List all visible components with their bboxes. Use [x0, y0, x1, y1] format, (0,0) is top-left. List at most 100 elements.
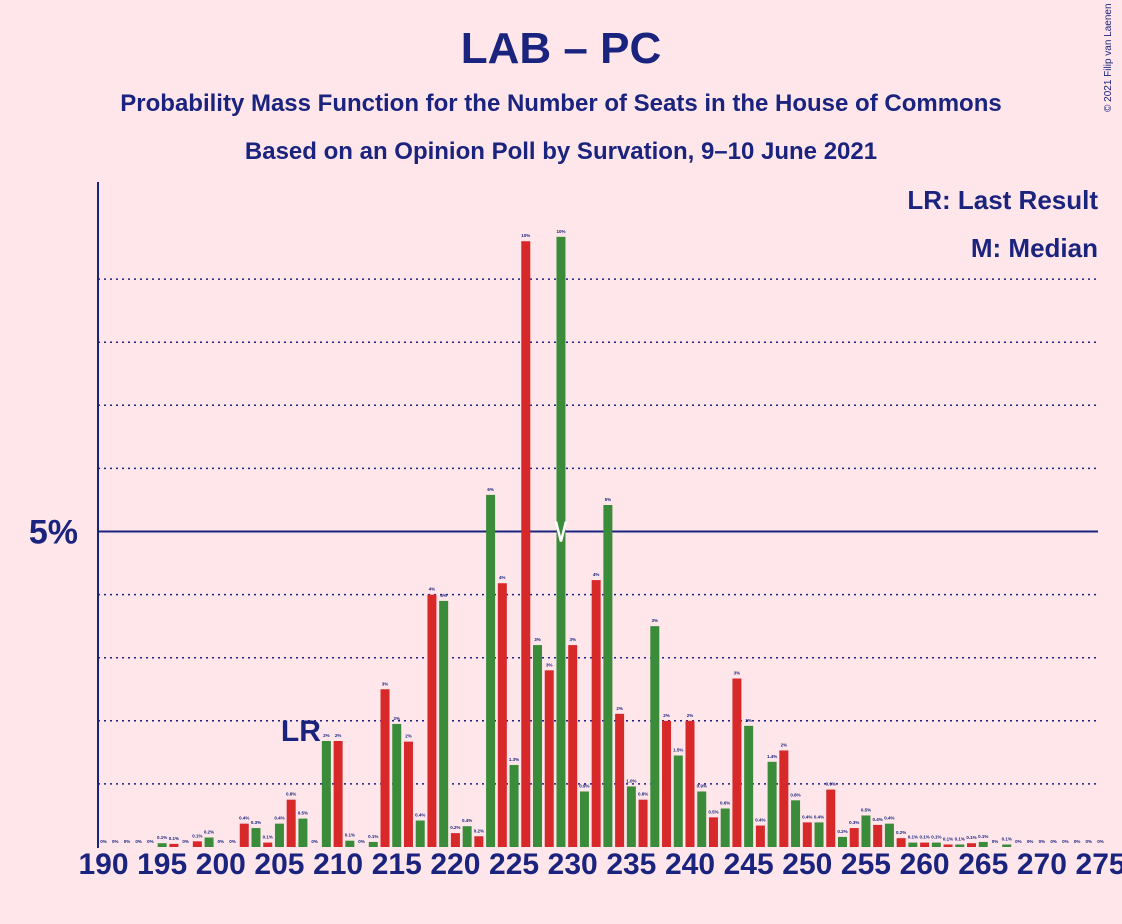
bar-seat-202	[239, 823, 249, 847]
data-label: 0.8%	[790, 792, 800, 797]
data-label: 2%	[393, 716, 400, 721]
data-label: 0.1%	[978, 834, 988, 839]
data-label: 0%	[1086, 839, 1093, 844]
data-label: 0.2%	[837, 829, 847, 834]
x-tick-label: 275	[1076, 848, 1122, 881]
data-label: 0.1%	[943, 836, 953, 841]
chart-title: LAB – PC	[460, 24, 662, 73]
bar-seat-211	[345, 840, 355, 847]
data-label: 0.1%	[345, 833, 355, 838]
bar-seat-230	[568, 645, 578, 847]
data-label: 0.2%	[204, 830, 214, 835]
data-label: 2%	[663, 713, 670, 718]
data-label: 0.6%	[720, 801, 730, 806]
bar-seat-238	[662, 720, 672, 847]
x-tick-label: 225	[489, 848, 539, 881]
data-label: 0.1%	[169, 836, 179, 841]
bar-seat-219	[439, 600, 449, 847]
data-label: 0.1%	[919, 835, 929, 840]
bar-seat-265	[978, 841, 988, 847]
x-tick-label: 240	[665, 848, 715, 881]
data-label: 0.2%	[450, 825, 460, 830]
data-label: 0.3%	[251, 820, 261, 825]
bar-seat-239	[673, 755, 683, 847]
data-label: 0.5%	[861, 807, 871, 812]
data-label: 0%	[1097, 839, 1104, 844]
data-label: 4%	[429, 587, 436, 592]
bar-seat-228	[544, 670, 554, 847]
bar-seat-215	[392, 723, 402, 847]
x-tick-label: 260	[900, 848, 950, 881]
data-label: 3%	[569, 637, 576, 642]
bar-seat-247	[767, 761, 777, 847]
data-label: 0.1%	[955, 836, 965, 841]
y-tick-label: 5%	[29, 514, 78, 552]
data-label: 2%	[687, 713, 694, 718]
data-label: 0.4%	[755, 818, 765, 823]
bar-seat-235	[626, 786, 636, 847]
bar-seat-240	[685, 720, 695, 847]
legend-last-result: LR: Last Result	[907, 185, 1098, 215]
data-label: 0.1%	[263, 835, 273, 840]
data-label: 0.4%	[415, 812, 425, 817]
x-tick-label: 255	[841, 848, 891, 881]
legend-median: M: Median	[971, 233, 1098, 263]
x-tick-label: 195	[137, 848, 187, 881]
data-label: 6%	[487, 487, 494, 492]
chart-subtitle: Probability Mass Function for the Number…	[120, 90, 1002, 117]
data-label: 0.5%	[708, 809, 718, 814]
bar-seat-203	[251, 828, 261, 847]
data-label: 0%	[311, 839, 318, 844]
bar-seat-257	[884, 823, 894, 847]
bar-seat-252	[826, 789, 836, 847]
data-label: 0.1%	[1002, 836, 1012, 841]
data-label: 0%	[135, 839, 142, 844]
bar-seat-195	[157, 843, 167, 847]
bar-seat-241	[697, 791, 707, 847]
data-label: 4%	[499, 575, 506, 580]
data-label: 0.4%	[814, 814, 824, 819]
bar-seat-267	[1002, 844, 1012, 847]
bar-seat-220	[450, 833, 460, 847]
bar-seat-199	[204, 837, 214, 847]
data-label: 10%	[556, 229, 565, 234]
bar-seat-225	[509, 764, 519, 847]
data-label: 0.1%	[157, 835, 167, 840]
bar-seat-264	[967, 843, 977, 847]
data-label: 0%	[358, 839, 365, 844]
data-label: 0.8%	[638, 792, 648, 797]
data-label: 3%	[382, 681, 389, 686]
data-label: 0.4%	[802, 814, 812, 819]
data-label: 2%	[616, 706, 623, 711]
data-label: 0%	[1062, 839, 1069, 844]
bar-seat-256	[873, 824, 883, 847]
median-marker	[554, 521, 568, 542]
data-label: 0%	[182, 839, 189, 844]
data-label: 3%	[546, 662, 553, 667]
x-tick-label: 235	[606, 848, 656, 881]
bar-seat-231	[579, 791, 589, 847]
data-label: 4%	[593, 572, 600, 577]
data-label: 1.4%	[767, 754, 777, 759]
data-label: 2%	[335, 733, 342, 738]
data-label: 3%	[652, 618, 659, 623]
bar-seat-250	[802, 822, 812, 847]
data-label: 3%	[734, 671, 741, 676]
x-tick-label: 205	[254, 848, 304, 881]
data-label: 0%	[100, 839, 107, 844]
data-label: 0%	[992, 839, 999, 844]
data-label: 0.5%	[298, 811, 308, 816]
data-label: 3%	[534, 637, 541, 642]
data-label: 2%	[323, 733, 330, 738]
data-label: 0%	[1074, 839, 1081, 844]
bar-seat-244	[732, 678, 742, 847]
data-label: 0.9%	[579, 783, 589, 788]
data-label: 5%	[605, 497, 612, 502]
bar-seat-262	[943, 844, 953, 847]
x-tick-label: 210	[313, 848, 363, 881]
data-label: 0.4%	[239, 816, 249, 821]
bar-seat-232	[591, 580, 601, 847]
bar-seat-223	[486, 494, 496, 847]
bar-seat-204	[263, 842, 273, 847]
